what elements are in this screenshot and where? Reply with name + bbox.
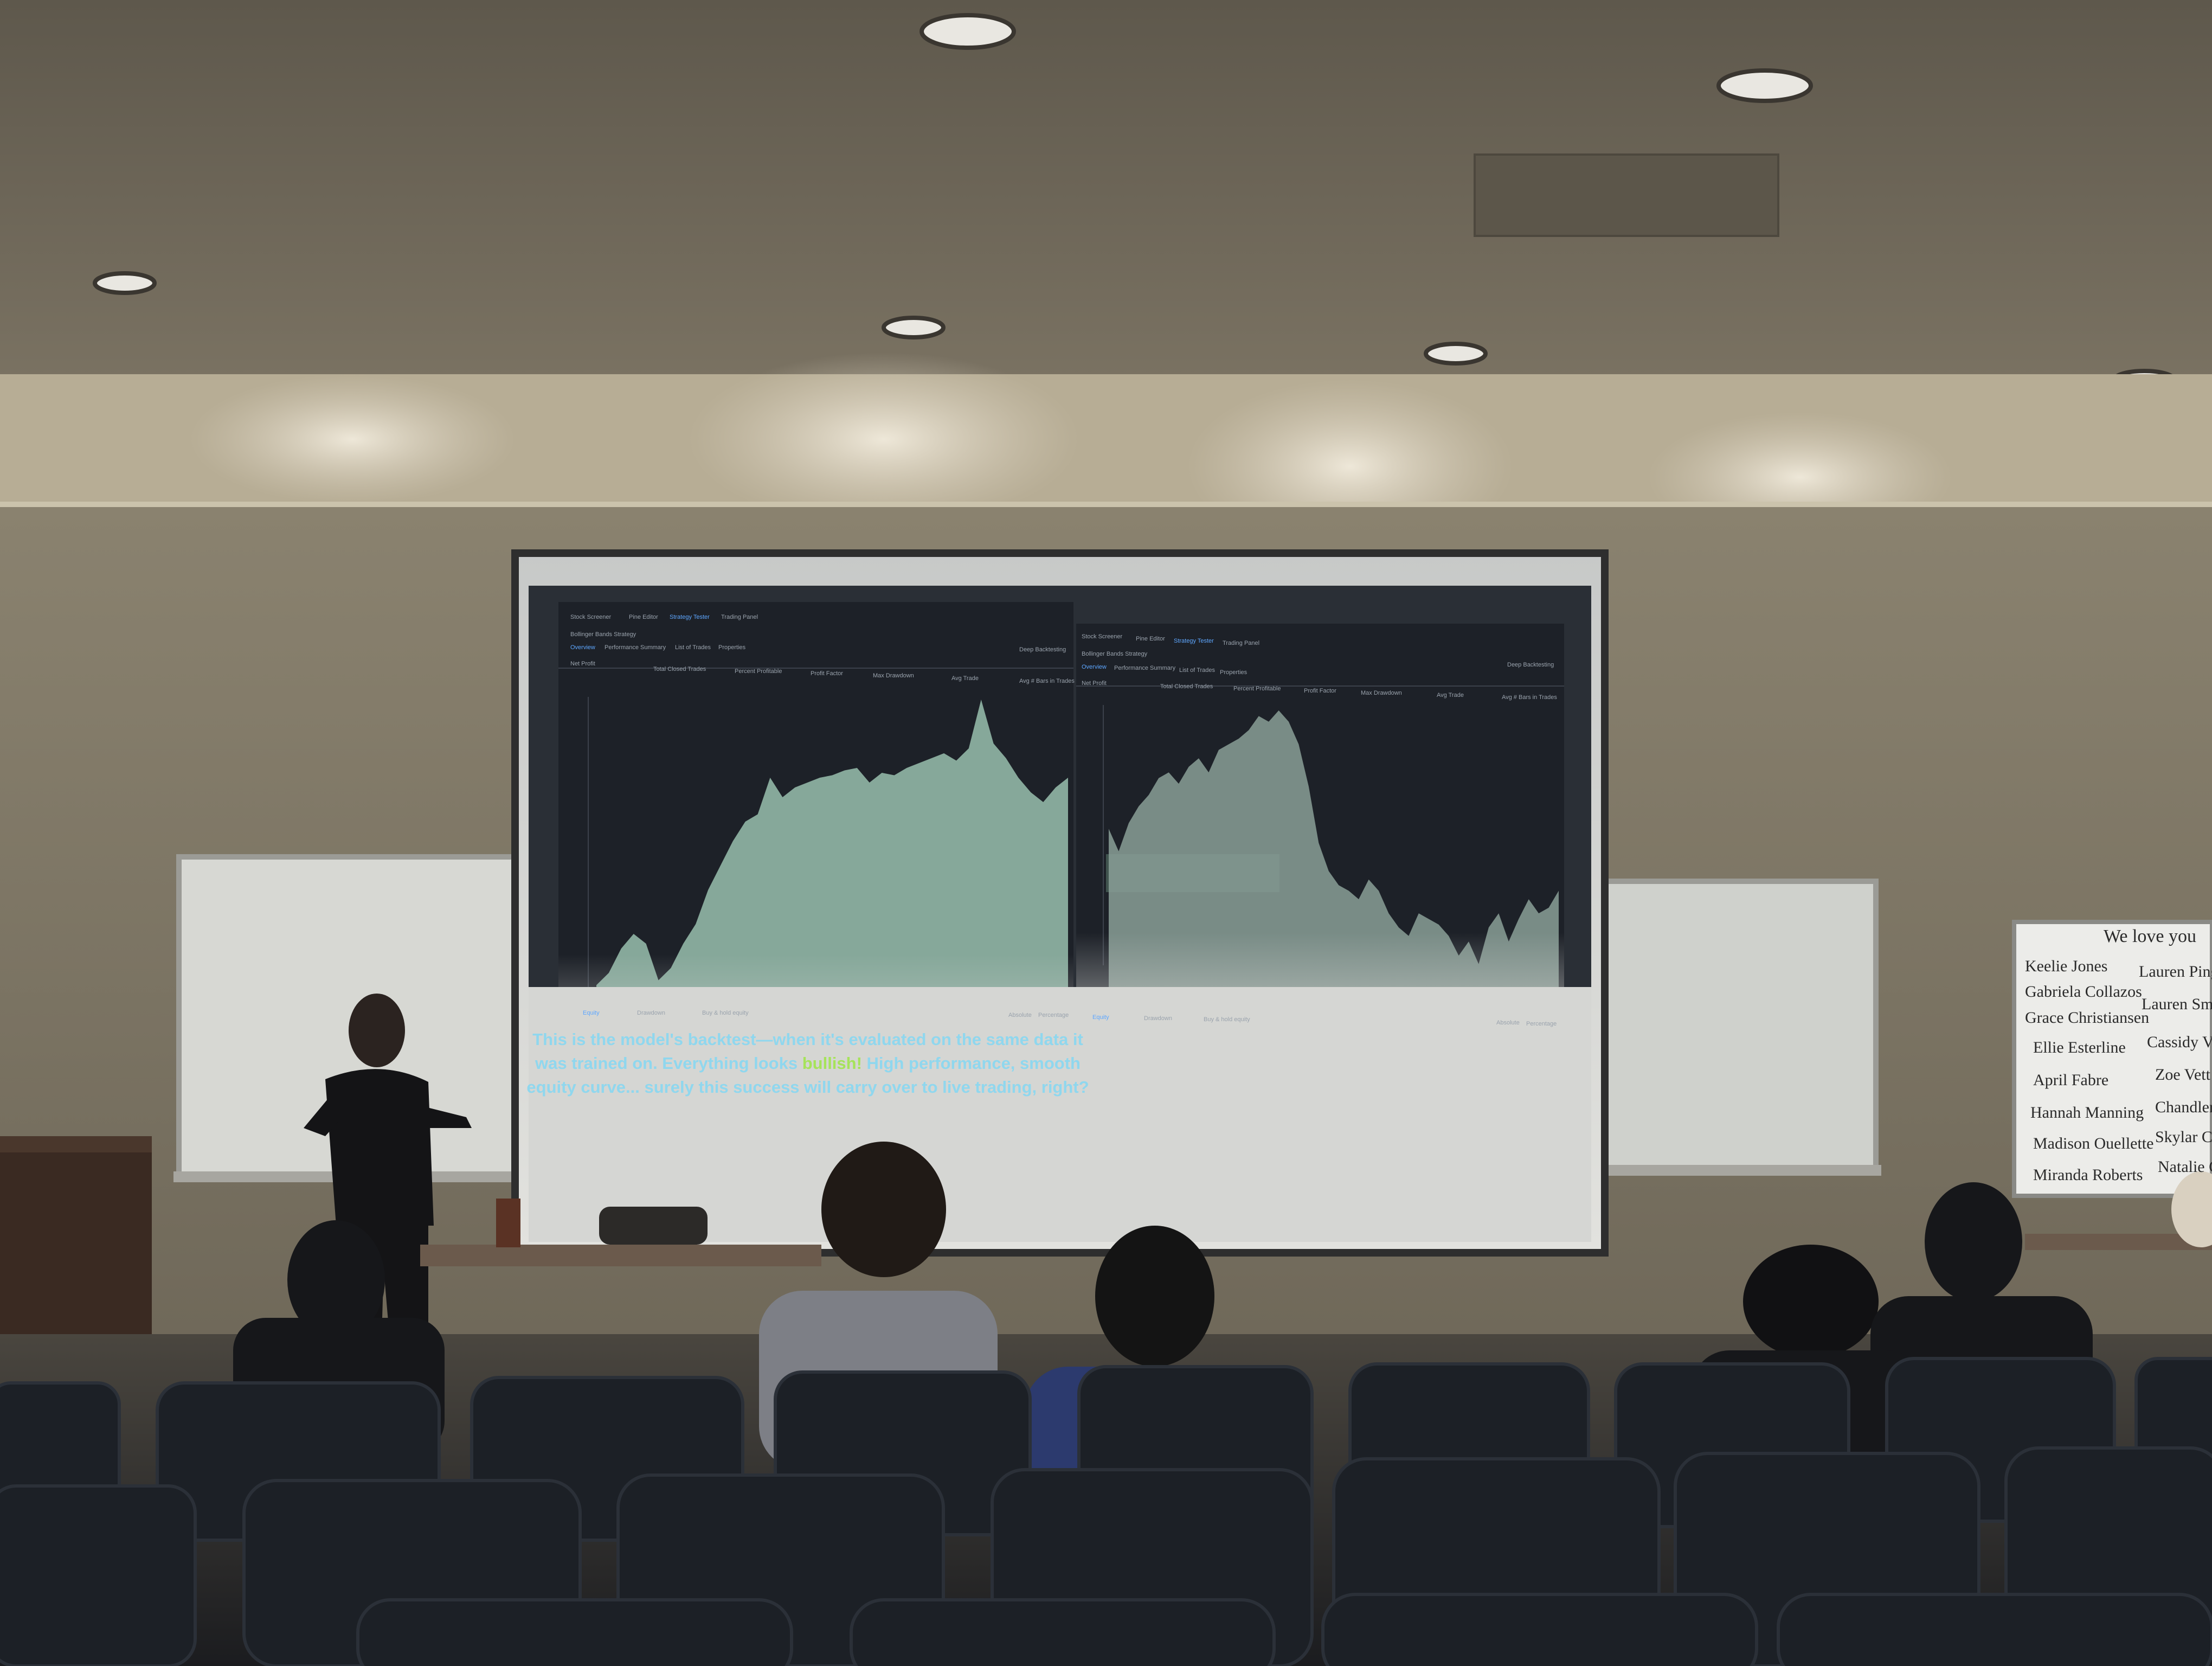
left-tab-trading-panel[interactable]: Trading Panel (721, 614, 758, 620)
right-metric-closed-trades: Total Closed Trades (1160, 683, 1213, 690)
left-subtab-properties[interactable]: Properties (718, 644, 746, 651)
right-tab-strategy-tester[interactable]: Strategy Tester (1174, 638, 1214, 644)
left-legend-equity[interactable]: Equity (583, 1010, 600, 1016)
left-tab-pine-editor[interactable]: Pine Editor (629, 614, 658, 620)
left-footer-absolute[interactable]: Absolute (1008, 1012, 1032, 1018)
ceiling (0, 0, 2212, 380)
left-metric-percent-profitable: Percent Profitable (735, 668, 782, 675)
right-whiteboard (1597, 879, 1879, 1171)
left-subtab-overview[interactable]: Overview (570, 644, 595, 651)
right-subtab-trades[interactable]: List of Trades (1179, 667, 1216, 674)
left-subtab-trades[interactable]: List of Trades (675, 644, 711, 651)
whiteboard-name: April Fabre (2033, 1071, 2109, 1089)
whiteboard-name: Madison Ouellette (2033, 1135, 2154, 1152)
whiteboard-heading: We love you (2104, 926, 2196, 946)
names-whiteboard (2012, 920, 2212, 1198)
right-footer-percentage[interactable]: Percentage (1526, 1021, 1557, 1027)
whiteboard-name: Miranda Roberts (2033, 1166, 2143, 1184)
left-legend-drawdown[interactable]: Drawdown (637, 1010, 665, 1016)
right-legend-equity[interactable]: Equity (1092, 1014, 1109, 1021)
left-footer-percentage[interactable]: Percentage (1038, 1012, 1069, 1018)
right-legend-drawdown[interactable]: Drawdown (1144, 1015, 1172, 1022)
left-deep-backtesting-toggle[interactable]: Deep Backtesting (1019, 646, 1066, 653)
right-strategy-panel (1076, 624, 1564, 1014)
seat-rows (0, 1357, 2212, 1666)
caption-part-1: This is the model's backtest—when it's e… (532, 1030, 1083, 1073)
right-footer-absolute[interactable]: Absolute (1496, 1020, 1520, 1026)
left-strategy-panel (558, 602, 1073, 1014)
left-legend-buy-hold[interactable]: Buy & hold equity (702, 1010, 749, 1016)
whiteboard-name: Keelie Jones (2025, 957, 2108, 975)
right-subtab-performance[interactable]: Performance Summary (1114, 665, 1176, 671)
caption-highlight: bullish! (802, 1054, 862, 1073)
left-tab-stock-screener[interactable]: Stock Screener (570, 614, 612, 620)
right-strategy-name: Bollinger Bands Strategy (1082, 651, 1148, 657)
right-metric-avg-bars: Avg # Bars in Trades (1502, 694, 1557, 701)
whiteboard-name: Ellie Esterline (2033, 1039, 2126, 1056)
left-metric-avg-bars: Avg # Bars in Trades (1019, 678, 1075, 684)
right-metric-net-profit: Net Profit (1082, 680, 1107, 687)
whiteboard-name: Lauren Pingel (2139, 963, 2212, 981)
left-subtab-performance[interactable]: Performance Summary (605, 644, 666, 651)
right-tab-trading-panel[interactable]: Trading Panel (1223, 640, 1260, 646)
right-legend-buy-hold[interactable]: Buy & hold equity (1204, 1016, 1250, 1023)
right-metric-profit-factor: Profit Factor (1304, 688, 1336, 694)
right-tab-stock-screener[interactable]: Stock Screener (1082, 633, 1123, 640)
left-metric-closed-trades: Total Closed Trades (653, 666, 706, 672)
right-tab-pine-editor[interactable]: Pine Editor (1136, 636, 1165, 642)
right-deep-backtesting-toggle[interactable]: Deep Backtesting (1507, 662, 1554, 668)
front-table (420, 1245, 821, 1266)
left-metric-avg-trade: Avg Trade (951, 675, 979, 682)
whiteboard-name: Hannah Manning (2030, 1104, 2144, 1122)
slide-caption: This is the model's backtest—when it's e… (520, 1028, 1095, 1099)
whiteboard-name: Natalie Cl (2158, 1158, 2212, 1176)
ceiling-lights (93, 13, 2176, 390)
right-metric-percent-profitable: Percent Profitable (1233, 685, 1281, 692)
right-metric-max-drawdown: Max Drawdown (1361, 690, 1402, 696)
right-subtab-properties[interactable]: Properties (1220, 669, 1248, 676)
whiteboard-name: Chandler (2155, 1098, 2212, 1116)
right-subtab-overview[interactable]: Overview (1082, 664, 1107, 670)
left-strategy-name: Bollinger Bands Strategy (570, 631, 636, 638)
left-tab-strategy-tester[interactable]: Strategy Tester (670, 614, 710, 620)
cup (496, 1199, 520, 1247)
caption-part-2: High performance, smooth equity curve...… (526, 1054, 1089, 1097)
right-equity-area (1109, 710, 1559, 998)
left-metric-max-drawdown: Max Drawdown (873, 672, 914, 679)
left-equity-area (596, 700, 1068, 992)
whiteboard-name: Zoe Vett (2155, 1066, 2210, 1084)
ceiling-vent (1474, 153, 1779, 237)
whiteboard-name: Grace Christiansen (2025, 1009, 2150, 1027)
whiteboard-name: Gabriela Collazos (2025, 983, 2142, 1001)
right-metric-avg-trade: Avg Trade (1437, 692, 1464, 699)
whiteboard-name: Lauren Smi (2142, 995, 2212, 1013)
whiteboard-name: Skylar Ca (2155, 1128, 2212, 1146)
left-metric-profit-factor: Profit Factor (811, 670, 843, 677)
left-metric-net-profit: Net Profit (570, 661, 595, 667)
whiteboard-name: Cassidy Van (2147, 1033, 2212, 1051)
